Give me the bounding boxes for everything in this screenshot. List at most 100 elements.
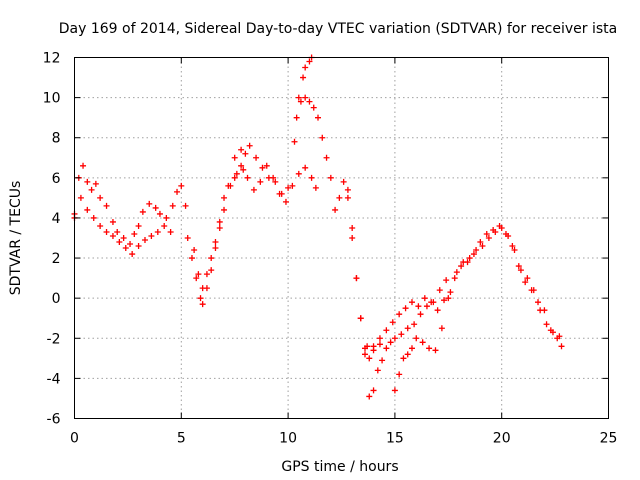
data-point [188,255,195,262]
data-point [428,299,435,306]
data-point [77,194,84,201]
data-point [270,174,277,181]
data-point [199,285,206,292]
data-point [129,251,136,258]
data-point [411,321,418,328]
data-point [250,186,257,193]
data-point [376,335,383,342]
data-point [458,263,465,270]
data-point [332,206,339,213]
data-point [349,235,356,241]
data-point [383,345,390,352]
data-points [71,54,565,400]
data-point [156,210,163,217]
data-point [238,146,245,153]
data-point [163,214,170,221]
data-point [323,154,330,161]
data-point [509,243,516,250]
data-point [421,295,428,302]
data-point [152,204,159,211]
data-point [517,267,524,274]
x-tick-label: 0 [70,431,79,447]
data-point [92,180,99,187]
data-point [353,275,360,282]
data-point [84,206,91,213]
data-point [383,327,390,334]
data-point [135,243,142,250]
data-point [483,230,490,237]
data-point [556,333,563,340]
data-point [208,267,215,274]
data-point [253,154,260,161]
data-point [233,170,240,177]
data-point [477,239,484,246]
data-point [398,331,405,338]
data-point [114,228,121,235]
data-point [263,162,270,169]
data-point [445,295,452,302]
data-point [396,371,403,378]
data-point [308,174,315,181]
data-point [293,114,300,121]
grid-lines [74,57,609,419]
data-point [135,222,142,229]
data-point [295,94,302,101]
data-point [366,393,373,400]
series-track-e [231,162,319,205]
data-point [391,387,398,394]
data-point [216,218,223,225]
data-point [272,178,279,185]
data-point [291,138,298,145]
chart-title: Day 169 of 2014, Sidereal Day-to-day VTE… [59,21,617,37]
series-track-f [293,94,383,362]
data-point [178,182,185,189]
data-point [302,164,309,171]
series-track-i [370,224,563,350]
series-track-g [344,194,450,400]
data-point [434,307,441,314]
data-point [470,251,477,258]
data-point [408,299,415,306]
data-point [116,239,123,246]
data-point [122,245,129,252]
y-tick-label: -6 [47,412,61,428]
data-point [109,232,116,239]
data-point [242,150,249,157]
data-point [212,245,219,252]
data-point [349,224,356,231]
data-point [319,134,326,141]
data-point [80,162,87,169]
data-point [436,287,443,294]
data-point [396,311,403,318]
data-point [530,287,537,294]
y-tick-label: 10 [43,91,61,107]
data-point [543,321,550,328]
x-axis-label: GPS time / hours [281,459,398,475]
data-point [246,142,253,149]
data-point [558,343,565,350]
data-point [340,178,347,185]
data-point [90,214,97,221]
data-point [131,230,138,237]
series-track-d [191,54,315,292]
data-point [199,301,206,308]
data-point [415,303,422,310]
y-tick-label: -4 [47,371,61,387]
data-point [167,228,174,235]
axis-ticks [74,57,609,419]
y-axis-label: SDTVAR / TECUs [8,181,24,296]
series-track-b [71,194,174,258]
data-point [443,277,450,284]
data-point [221,194,228,201]
data-point [227,182,234,189]
data-point [451,275,458,282]
data-point [438,325,445,332]
tick-labels: 0 5 10 15 20 25 -6 -4 -2 0 2 4 6 8 10 12 [43,51,618,447]
data-point [402,305,409,312]
data-point [447,289,454,296]
data-point [285,184,292,191]
data-point [344,186,351,193]
data-point [97,222,104,229]
data-point [315,114,322,121]
data-point [524,275,531,282]
